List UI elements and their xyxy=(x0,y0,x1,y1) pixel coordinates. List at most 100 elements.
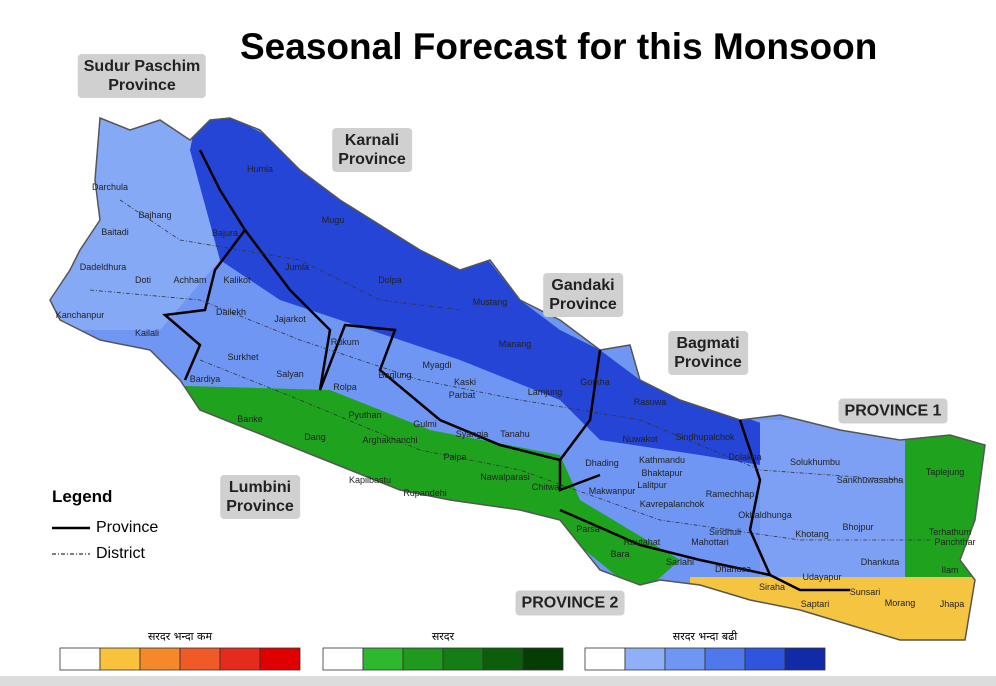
district-label: Sankhuwasabha xyxy=(837,475,904,485)
border xyxy=(89,289,901,481)
province-label: Sudur Paschim Province xyxy=(77,54,207,98)
district-label: Udayapur xyxy=(802,572,841,582)
legend-label: Province xyxy=(96,519,159,536)
province-label-line: PROVINCE 1 xyxy=(844,402,942,420)
district-label: Dhankuta xyxy=(861,557,900,567)
scale-swatch xyxy=(139,647,181,671)
scale-label: सरदर भन्दा बढी xyxy=(673,630,738,643)
district-label: Bara xyxy=(610,549,629,559)
district-label: Sarlahi xyxy=(666,557,694,567)
district-label: Bajhang xyxy=(138,210,171,220)
scale-swatch xyxy=(522,647,564,671)
district-label: Morang xyxy=(885,598,916,608)
province-label: Gandaki Province xyxy=(543,273,623,317)
scrollbar xyxy=(0,676,996,686)
border xyxy=(559,349,602,461)
district-label: Pyuthan xyxy=(348,410,381,420)
district-label: Kathmandu xyxy=(639,455,685,465)
district-label: Sindhupalchok xyxy=(675,432,735,442)
legend-swatch xyxy=(52,526,90,530)
district-borders xyxy=(89,199,930,541)
district-label: Arghakhanchi xyxy=(362,435,417,445)
scale-swatch xyxy=(59,647,101,671)
scale-swatch xyxy=(402,647,444,671)
district-label: Sindhuli xyxy=(709,527,741,537)
border xyxy=(244,229,601,492)
district-label: Jumla xyxy=(285,262,309,272)
district-label: Doti xyxy=(135,275,151,285)
district-label: Kailali xyxy=(135,328,159,338)
color-scale: सरदर भन्दा कम सरदर सरदर भन्दा बढी xyxy=(59,630,826,671)
scale-label: सरदर xyxy=(432,630,455,643)
district-label: Chitwan xyxy=(532,482,565,492)
district-labels: Humla Darchula Bajhang Mugu Baitadi Bajura Dad… xyxy=(56,164,976,609)
scale-swatch xyxy=(99,647,141,671)
district-label: Achham xyxy=(173,275,206,285)
district-label: Okhaldhunga xyxy=(738,510,792,520)
province-label-line: Bagmati xyxy=(676,335,740,352)
province-label-line: Province xyxy=(674,354,742,371)
district-label: Mugu xyxy=(322,215,345,225)
district-label: Kanchanpur xyxy=(56,310,105,320)
province-label-line: Province xyxy=(226,498,294,515)
scale-swatch xyxy=(624,647,666,671)
district-label: Baitadi xyxy=(101,227,129,237)
district-label: Taplejung xyxy=(926,467,965,477)
district-label: Surkhet xyxy=(227,352,259,362)
district-label: Banke xyxy=(237,414,263,424)
border xyxy=(199,359,930,541)
district-label: Salyan xyxy=(276,369,304,379)
scale-swatch xyxy=(259,647,301,671)
district-label: Terhathum xyxy=(929,527,972,537)
district-label: Bhojpur xyxy=(842,522,873,532)
district-label: Ilam xyxy=(941,565,958,575)
scale-swatch xyxy=(744,647,786,671)
province-label-line: Karnali xyxy=(344,132,400,149)
legend-swatch xyxy=(52,553,90,555)
district-label: Nawalparasi xyxy=(480,472,530,482)
map-fill xyxy=(50,118,985,640)
province-label: PROVINCE 2 xyxy=(515,590,625,616)
district-label: Lamjung xyxy=(528,387,563,397)
scale-swatch xyxy=(442,647,484,671)
district-label: Kavrepalanchok xyxy=(640,499,705,509)
border xyxy=(119,199,461,311)
district-label: Ramechhap xyxy=(706,489,755,499)
province-label: Karnali Province xyxy=(332,128,412,172)
border xyxy=(162,149,247,381)
legend-item: District xyxy=(52,541,158,567)
district-label: Parsa xyxy=(576,524,600,534)
scale-label: सरदर भन्दा कम xyxy=(148,630,213,643)
province-label: Lumbini Province xyxy=(220,475,300,519)
district-label: Saptari xyxy=(801,599,830,609)
district-label: Rolpa xyxy=(333,382,357,392)
district-label: Bhaktapur xyxy=(641,468,682,478)
district-label: Jhapa xyxy=(940,599,965,609)
scale-swatch xyxy=(704,647,746,671)
district-label: Solukhumbu xyxy=(790,457,840,467)
district-label: Humla xyxy=(247,164,273,174)
district-label: Myagdi xyxy=(422,360,451,370)
province-label: PROVINCE 1 xyxy=(838,398,948,424)
district-label: Syangja xyxy=(456,429,489,439)
province-label-line: Province xyxy=(338,151,406,168)
district-label: Darchula xyxy=(92,182,128,192)
district-label: Rupandehi xyxy=(403,488,447,498)
province-label-line: PROVINCE 2 xyxy=(521,594,619,612)
legend: Legend Province District xyxy=(52,487,158,567)
scale-swatch xyxy=(584,647,626,671)
district-label: Nuwakot xyxy=(622,434,658,444)
district-label: Panchthar xyxy=(934,537,975,547)
district-label: Parbat xyxy=(449,390,476,400)
district-label: Rukum xyxy=(331,337,360,347)
province-label-line: Province xyxy=(108,77,176,94)
district-label: Siraha xyxy=(759,582,785,592)
district-label: Dhading xyxy=(585,458,619,468)
district-label: Gorkha xyxy=(580,377,610,387)
district-label: Dolakha xyxy=(728,452,761,462)
province-label-line: Lumbini xyxy=(228,479,292,496)
legend-label: District xyxy=(96,545,145,562)
district-label: Gulmi xyxy=(413,419,437,429)
